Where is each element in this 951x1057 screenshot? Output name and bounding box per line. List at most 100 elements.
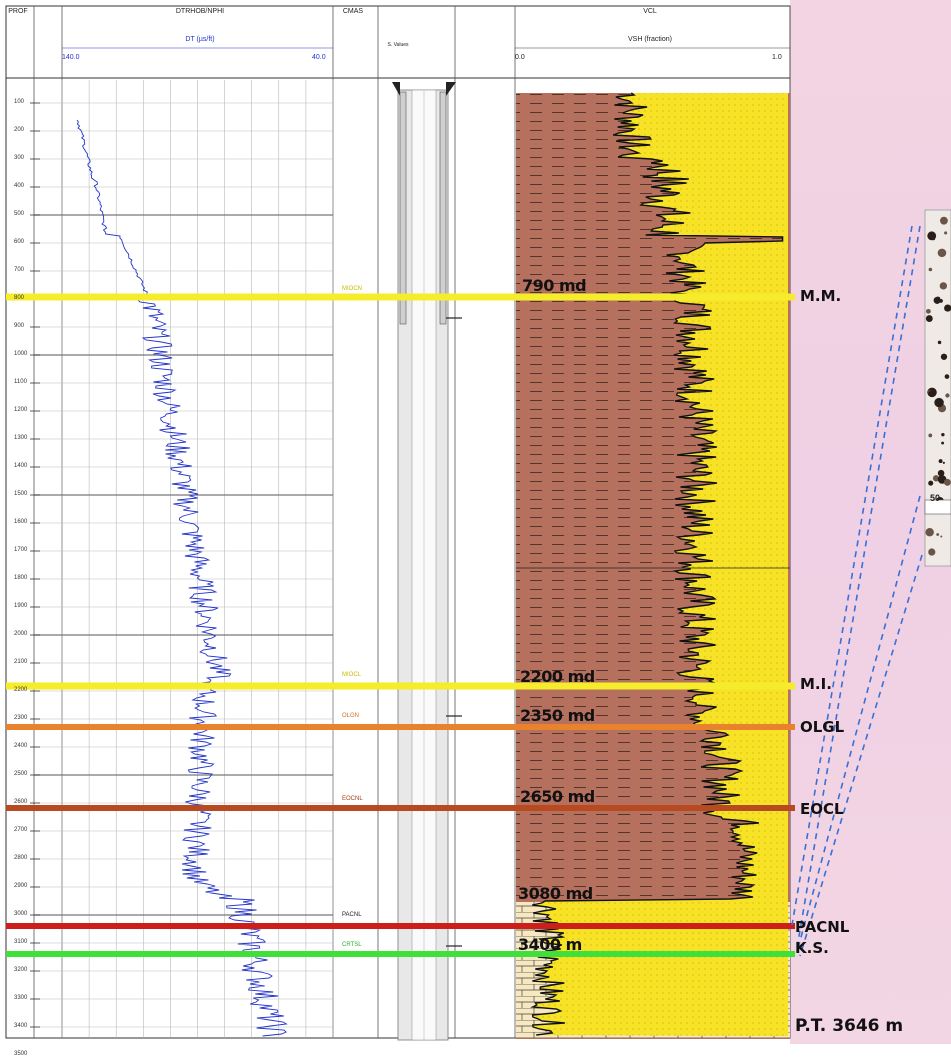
depth-tick-label: 900 [14,323,25,329]
depth-tick-label: 3100 [14,939,28,945]
core-photo-texture [932,475,940,482]
core-photo-texture [941,432,945,437]
casing-hanger-left [392,82,400,96]
core-photo-texture [939,216,948,225]
depth-tick-label: 2200 [14,687,28,693]
connector-dashed-line [796,495,921,953]
connector-dashed-line [791,225,913,926]
casing-hanger-right [446,82,456,96]
core-photo-texture [928,548,936,556]
core-photo-texture [937,248,947,258]
core-photo-texture [936,533,940,536]
dt-curve-label: DT (µs/ft) [185,36,215,43]
depth-tick-label: 700 [14,267,25,273]
depth-tick-label: 3400 [14,1023,28,1029]
total-depth-label: P.T. 3646 m [795,1016,904,1036]
boundary-depth-label-2: 2200 md [520,667,595,686]
boundary-depth-label-6: 3400 m [518,935,582,954]
depth-tick-label: 100 [14,99,25,105]
depth-tick-label: 500 [14,211,25,217]
core-photo-texture [945,393,950,398]
vsh-scale-min: 0.0 [515,54,525,61]
depth-tick-label: 1700 [14,547,28,553]
depth-tick-label: 1100 [14,379,27,385]
depth-tick-label: 800 [14,295,25,301]
depth-tick-label: 2600 [14,799,28,805]
dt-track-title: DTRHOB/NPHI [175,8,225,15]
core-photo-texture [934,397,944,408]
boundary-depth-label-3: 2350 md [520,706,595,725]
connector-dashed-line [799,554,923,957]
depth-tick-label: 200 [14,127,25,133]
core-photo-texture [937,469,945,477]
core-photo-texture [937,340,942,345]
vsh-track-title: VCL [643,8,657,15]
depth-tick-label: 400 [14,183,25,189]
core-photo-texture [928,480,934,486]
core-photo-texture [926,308,931,314]
core-photo-texture [942,461,945,464]
depth-tick-label: 2400 [14,743,28,749]
formation-name-2: M.I. [800,675,832,693]
track-label-1: MIOCN [342,286,362,292]
boundary-depth-label-5: 3080 md [518,884,593,903]
dt-curve [76,119,288,1037]
depth-tick-label: 2800 [14,855,28,861]
boundary-depth-label-1: 790 md [522,276,587,295]
depth-tick-label: 3200 [14,967,28,973]
depth-tick-label: 1400 [14,463,28,469]
core-photo-texture [938,459,943,464]
core-photo-texture [928,433,933,438]
background-panel [790,0,951,1044]
track-label-3: OLGN [342,713,360,719]
depth-tick-label: 1800 [14,575,28,581]
depth-tick-label: 2700 [14,827,28,833]
formation-name-5: PACNL [795,918,850,936]
depth-tick-label: 3500 [14,1051,28,1057]
core-photo-texture [940,353,948,360]
depth-tick-label: 3000 [14,911,28,917]
core-photo-texture [944,374,950,379]
vsh-scale-max: 1.0 [772,54,782,61]
depth-tick-label: 2500 [14,771,28,777]
formation-name-3: OLGL [800,718,845,736]
dt-scale-max: 40.0 [312,54,326,61]
vsh-curve-label: VSH (fraction) [628,36,672,43]
formation-name-4: EOCL [800,800,844,818]
depth-tick-label: 1600 [14,519,28,525]
core-photo-texture [939,282,948,290]
core-photo-texture [928,267,933,272]
boundary-depth-label-4: 2650 md [520,787,595,806]
depth-tick-label: 1500 [14,491,28,497]
core-photo-texture [944,231,948,235]
depth-tick-label: 1200 [14,407,28,413]
casing-shoe-left [399,91,407,325]
inset-scale-label: 50 [930,493,941,503]
formation-name-1: M.M. [800,287,842,305]
dt-scale-min: 140.0 [62,54,80,61]
schematic-label: S. Values [387,42,409,48]
depth-tick-label: 1900 [14,603,28,609]
core-photo-texture [928,391,933,395]
track-label-5: PACNL [342,912,362,918]
track-label-4: EOCNL [342,796,363,802]
depth-track-title: PROF [8,8,28,15]
depth-tick-label: 2300 [14,715,28,721]
track-label-2: MIOCL [342,672,362,678]
core-photo-texture [944,304,951,312]
core-photo-texture [943,478,951,486]
depth-tick-label: 2100 [14,659,28,665]
depth-tick-label: 1000 [14,351,28,357]
depth-tick-label: 2900 [14,883,28,889]
core-photo-texture [941,441,945,445]
core-photo-scale-bar [924,499,951,515]
core-photo-texture [925,315,933,322]
connector-dashed-line [796,225,921,949]
depth-tick-label: 2000 [14,631,28,637]
formation-track-title: CMAS [342,8,364,15]
formation-name-6: K.S. [795,939,829,957]
core-photo-texture [933,296,941,304]
depth-tick-label: 300 [14,155,25,161]
